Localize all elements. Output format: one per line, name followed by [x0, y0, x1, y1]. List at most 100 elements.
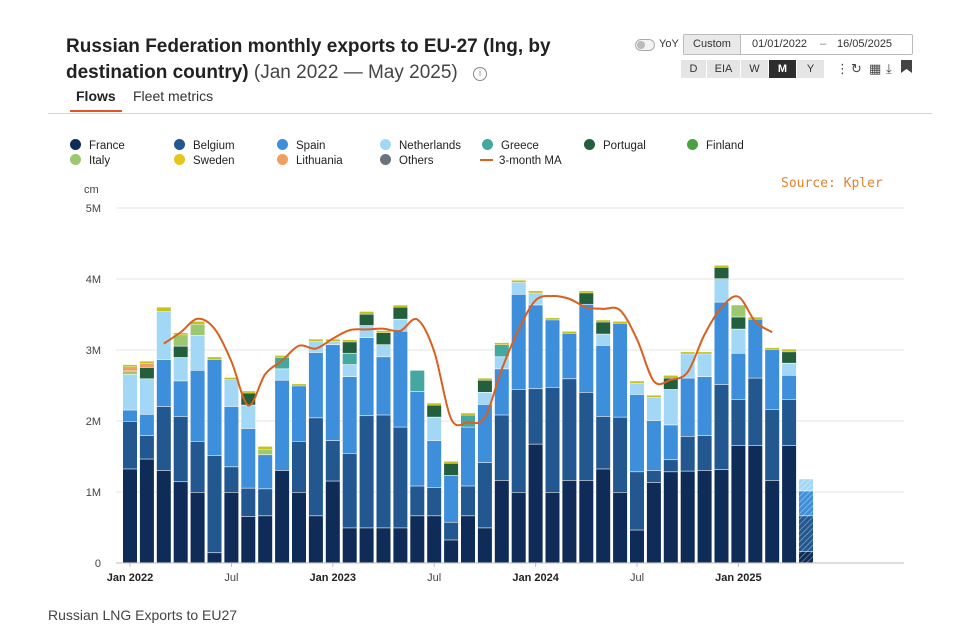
bar-segment-netherlands[interactable]	[308, 341, 323, 353]
bar-segment-belgium[interactable]	[663, 460, 678, 472]
range-mode-button[interactable]: Custom	[684, 35, 741, 54]
bar-segment-belgium[interactable]	[376, 415, 391, 528]
bar-segment-spain[interactable]	[207, 359, 222, 456]
bar-segment-spain[interactable]	[579, 304, 594, 392]
bar-segment-belgium[interactable]	[258, 489, 273, 516]
bar-segment-netherlands[interactable]	[714, 279, 729, 302]
bar-segment-belgium[interactable]	[224, 467, 239, 493]
bar-segment-spain[interactable]	[292, 386, 306, 441]
bar-segment-belgium[interactable]	[325, 440, 340, 481]
bar-segment-netherlands[interactable]	[646, 397, 661, 421]
bar-segment-france[interactable]	[630, 530, 644, 563]
bar-stack[interactable]	[241, 391, 256, 563]
bar-segment-minor[interactable]	[325, 339, 340, 342]
bar-segment-portugal[interactable]	[782, 352, 797, 363]
bar-segment-minor[interactable]	[545, 318, 560, 320]
bar-segment-spain[interactable]	[697, 376, 712, 436]
bar-stack[interactable]	[173, 332, 188, 563]
date-range-picker[interactable]: Custom 01/01/2022 – 16/05/2025	[683, 34, 913, 55]
bar-segment-netherlands[interactable]	[663, 389, 678, 425]
bar-segment-spain[interactable]	[376, 357, 391, 415]
bar-stack[interactable]	[292, 384, 306, 563]
bar-segment-france[interactable]	[427, 516, 442, 563]
bar-segment-france[interactable]	[511, 492, 526, 563]
ma-line-path[interactable]	[163, 295, 773, 427]
bar-segment-netherlands[interactable]	[123, 374, 137, 410]
bar-stack[interactable]	[782, 349, 797, 563]
bar-segment-portugal[interactable]	[241, 393, 256, 405]
bar-segment-belgium[interactable]	[613, 417, 628, 493]
bar-stack[interactable]	[123, 364, 137, 563]
bar-segment-netherlands[interactable]	[511, 282, 526, 295]
bar-segment-portugal[interactable]	[359, 314, 374, 326]
bar-segment-minor[interactable]	[630, 381, 644, 383]
pivot-icon[interactable]: ▦	[869, 61, 882, 76]
bar-segment-italy[interactable]	[190, 324, 205, 336]
bar-segment-minor[interactable]	[173, 332, 188, 335]
bar-segment-belgium[interactable]	[646, 470, 661, 483]
bar-segment-france[interactable]	[461, 516, 475, 563]
bar-segment-lithuania[interactable]	[139, 363, 154, 368]
bar-stack[interactable]	[190, 321, 205, 563]
bar-segment-minor[interactable]	[765, 347, 780, 350]
bar-segment-minor[interactable]	[613, 321, 628, 324]
bar-segment-belgium[interactable]	[241, 488, 256, 517]
bar-segment-netherlands[interactable]	[173, 357, 188, 381]
bar-segment-spain[interactable]	[139, 414, 154, 436]
bar-segment-spain[interactable]	[173, 381, 188, 417]
bar-segment-france[interactable]	[275, 470, 290, 563]
bar-segment-spain[interactable]	[393, 331, 408, 427]
bar-segment-belgium[interactable]	[562, 379, 577, 481]
bar-segment-spain[interactable]	[258, 455, 273, 489]
bar-segment-belgium[interactable]	[494, 415, 509, 481]
bar-segment-portugal[interactable]	[444, 463, 459, 476]
bar-segment-netherlands[interactable]	[241, 405, 256, 429]
bar-segment-belgium[interactable]	[207, 455, 222, 553]
bar-segment-belgium[interactable]	[579, 392, 594, 481]
bar-segment-spain[interactable]	[308, 352, 323, 418]
bar-segment-france[interactable]	[190, 492, 205, 563]
bar-segment-belgium[interactable]	[173, 416, 188, 482]
bar-segment-netherlands[interactable]	[342, 364, 357, 377]
bar-stack[interactable]	[646, 395, 661, 563]
bar-segment-france[interactable]	[528, 444, 543, 563]
legend-item-portugal[interactable]: Portugal	[584, 139, 646, 153]
date-from-input[interactable]: 01/01/2022	[752, 38, 808, 50]
bar-segment-france[interactable]	[680, 471, 695, 563]
bar-segment-netherlands[interactable]	[393, 319, 408, 331]
bar-stack[interactable]	[663, 375, 678, 563]
bar-segment-netherlands[interactable]	[477, 392, 492, 405]
bar-segment-belgium[interactable]	[782, 399, 797, 446]
bar-segment-france[interactable]	[748, 445, 763, 563]
bar-segment-netherlands[interactable]	[494, 357, 509, 369]
bar-segment-netherlands[interactable]	[697, 354, 712, 377]
bar-segment-spain[interactable]	[224, 406, 239, 467]
bar-segment-minor[interactable]	[528, 291, 543, 293]
bar-segment-france[interactable]	[731, 445, 746, 563]
bar-segment-portugal[interactable]	[139, 367, 154, 379]
bar-segment-minor[interactable]	[444, 461, 459, 464]
bar-segment-belgium[interactable]	[461, 486, 475, 516]
bar-segment-netherlands[interactable]	[139, 379, 154, 415]
bar-segment-minor[interactable]	[748, 317, 763, 320]
bar-segment-portugal[interactable]	[376, 332, 391, 345]
bar-segment-france[interactable]	[494, 480, 509, 563]
bar-segment-belgium[interactable]	[342, 453, 357, 528]
bar-segment-italy[interactable]	[258, 449, 273, 455]
bar-segment-belgium[interactable]	[630, 472, 644, 530]
more-vertical-icon[interactable]: ⋮	[836, 61, 849, 76]
bar-segment-greece[interactable]	[494, 345, 509, 357]
legend-item-italy[interactable]: Italy	[70, 154, 110, 168]
bar-segment-netherlands[interactable]	[731, 329, 746, 353]
bar-segment-belgium[interactable]	[393, 427, 408, 528]
bar-stack[interactable]	[511, 280, 526, 563]
granularity-d-button[interactable]: D	[681, 60, 706, 78]
legend-item-3-month-ma[interactable]: 3-month MA	[480, 154, 562, 168]
bar-segment-minor[interactable]	[292, 384, 306, 386]
bar-stack[interactable]	[748, 317, 763, 563]
bar-segment-greece[interactable]	[410, 370, 425, 392]
bar-stack[interactable]	[376, 330, 391, 563]
bar-segment-france[interactable]	[663, 472, 678, 563]
date-to-input[interactable]: 16/05/2025	[837, 38, 893, 50]
bar-segment-spain[interactable]	[359, 337, 374, 416]
